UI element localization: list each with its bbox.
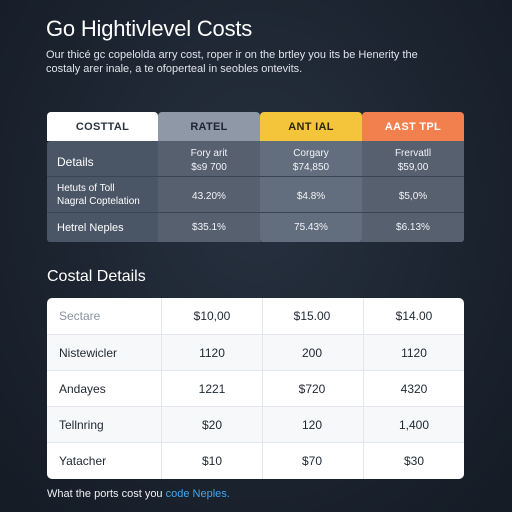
comparison-row-label-2: Nagral Coptelation	[57, 196, 140, 207]
comparison-column-ratel	[158, 141, 260, 242]
row-label: Nistewicler	[59, 346, 118, 360]
column-divider	[262, 298, 263, 479]
row-value: 4320	[400, 382, 428, 396]
comparison-header-costtal[interactable]: COSTTAL	[47, 112, 158, 141]
row-value: $15.00	[293, 309, 331, 323]
row-value: $10,00	[193, 309, 231, 323]
subtitle-line-1: Our thicé gc copelolda arry cost, roper …	[46, 49, 418, 61]
table-row[interactable]: Sectare $10,00 $15.00 $14.00	[47, 298, 464, 334]
comparison-row-label: Details	[57, 155, 94, 169]
details-title: Costal Details	[47, 268, 146, 285]
comparison-cell: $6.13%	[396, 222, 430, 233]
comparison-cell: 75.43%	[294, 222, 328, 233]
table-row[interactable]: Tellnring $20 120 1,400	[47, 406, 464, 442]
page-subtitle: Our thicé gc copelolda arry cost, roper …	[46, 48, 466, 76]
comparison-cell: $4.8%	[296, 191, 326, 202]
comparison-cell: $74,850	[292, 162, 330, 173]
comparison-cell: Corgary	[293, 148, 329, 159]
comparison-cell: Frervatll	[394, 148, 432, 159]
column-divider	[161, 298, 162, 479]
row-value: $20	[201, 418, 223, 432]
row-value: 1120	[401, 346, 427, 360]
row-value: $70	[301, 454, 323, 468]
comparison-row-label: Hetuts of Toll	[57, 183, 115, 194]
row-label: Andayes	[59, 382, 106, 396]
comparison-header-aasttpl[interactable]: AAST TPL	[362, 112, 464, 141]
comparison-column-aasttpl	[362, 141, 464, 242]
comparison-table: COSTTAL RATEL ANT IAL AAST TPL Details F…	[47, 112, 464, 243]
row-divider	[47, 176, 464, 177]
footer-note: What the ports cost you code Neples.	[47, 488, 230, 500]
row-label: Yatacher	[59, 454, 107, 468]
row-value: 1,400	[398, 418, 430, 432]
comparison-header-antial[interactable]: ANT IAL	[260, 112, 362, 141]
row-value: $14.00	[395, 309, 433, 323]
row-divider	[47, 212, 464, 213]
comparison-cell: 43.20%	[192, 191, 226, 202]
details-table: Sectare $10,00 $15.00 $14.00 Nistewicler…	[47, 298, 464, 479]
comparison-row-label: Hetrel Neples	[57, 222, 124, 234]
subtitle-line-2: costaly arer inale, a te ofoperteal in s…	[46, 63, 303, 75]
table-row[interactable]: Andayes 1221 $720 4320	[47, 370, 464, 406]
comparison-column-antial	[260, 141, 362, 242]
row-label: Sectare	[59, 309, 101, 323]
comparison-cell: $59,00	[397, 162, 429, 173]
page-title: Go Hightivlevel Costs	[46, 16, 253, 41]
comparison-cell: $5,0%	[398, 191, 428, 202]
comparison-cell: $35.1%	[192, 222, 226, 233]
row-value: 1120	[199, 346, 225, 360]
column-divider	[363, 298, 364, 479]
table-row[interactable]: Nistewicler 1120 200 1120	[47, 334, 464, 370]
table-row[interactable]: Yatacher $10 $70 $30	[47, 442, 464, 479]
row-label: Tellnring	[59, 418, 104, 432]
comparison-header-ratel[interactable]: RATEL	[158, 112, 260, 141]
row-value: $30	[403, 454, 425, 468]
comparison-cell: Fory arit	[190, 148, 228, 159]
row-value: 200	[301, 346, 323, 360]
row-value: 1221	[198, 382, 226, 396]
footer-link[interactable]: code Neples.	[165, 488, 230, 500]
footer-text: What the ports cost you	[47, 488, 163, 500]
row-value: $10	[201, 454, 223, 468]
row-value: 120	[301, 418, 323, 432]
comparison-cell: $s9 700	[191, 162, 227, 173]
row-value: $720	[298, 382, 326, 396]
